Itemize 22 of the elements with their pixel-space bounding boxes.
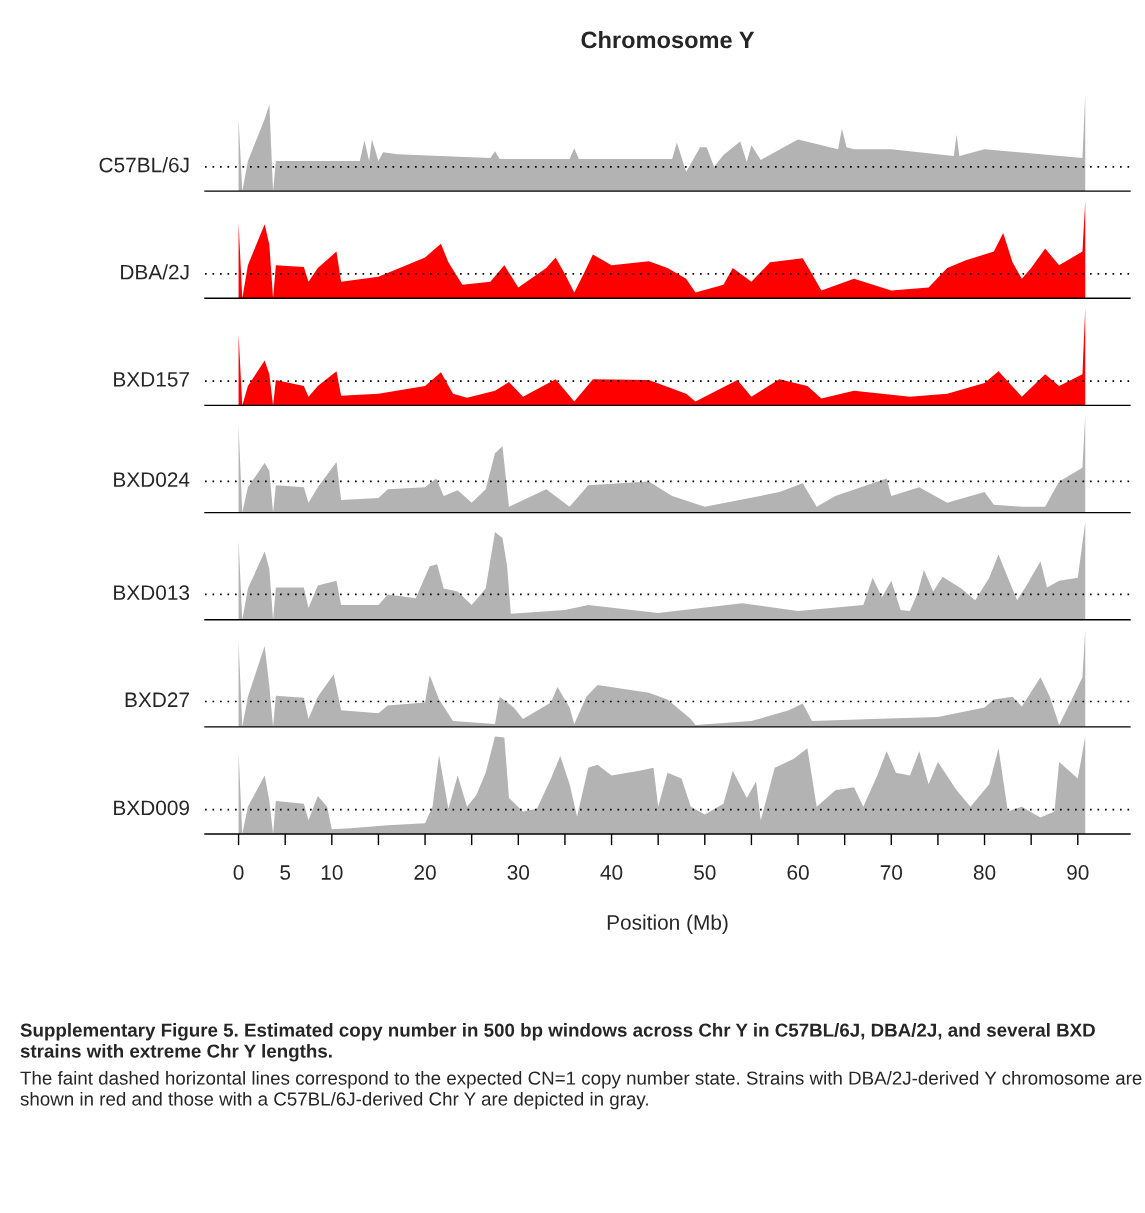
x-tick-label: 30	[507, 865, 530, 880]
y-axis-title: BXD009	[114, 800, 190, 816]
y-axis-title: BXD024	[114, 472, 190, 487]
text: The faint dashed horizontal lines correspond to the expected CN=1 copy number state. Strains with DBA/2J-derived Y chromosome are shown in red and those with a C57BL/6J-derived Chr Y are depicted in gray.	[20, 1071, 1142, 1110]
x-tick-label: 20	[414, 865, 436, 880]
x-tick-label: 0	[233, 865, 244, 880]
x-tick-label: 90	[1067, 865, 1089, 880]
y-axis-title: DBA/2J	[121, 264, 189, 280]
x-tick-label: 10	[321, 865, 343, 880]
y-axis-title: BXD013	[114, 585, 190, 600]
x-tick-label: 50	[694, 865, 716, 880]
x-tick-label: 60	[787, 865, 809, 880]
y-axis-title: BXD27	[125, 692, 189, 707]
chart-title: Chromosome Y	[581, 31, 755, 49]
x-tick-label: 5	[280, 865, 291, 880]
y-axis-title: BXD157	[114, 372, 189, 387]
text: Supplementary Figure 5. Estimated copy number in 500 bp windows across Chr Y in C57BL/6J, DBA/2J, and several BXD strains with extreme Chr Y lengths.	[20, 1023, 1095, 1062]
y-axis-title: C57BL/6J	[99, 157, 189, 173]
x-tick-label: 80	[973, 865, 996, 880]
x-axis-title: Position (Mb)	[607, 914, 728, 934]
x-tick-label: 40	[600, 865, 623, 880]
x-tick-label: 70	[880, 865, 903, 880]
